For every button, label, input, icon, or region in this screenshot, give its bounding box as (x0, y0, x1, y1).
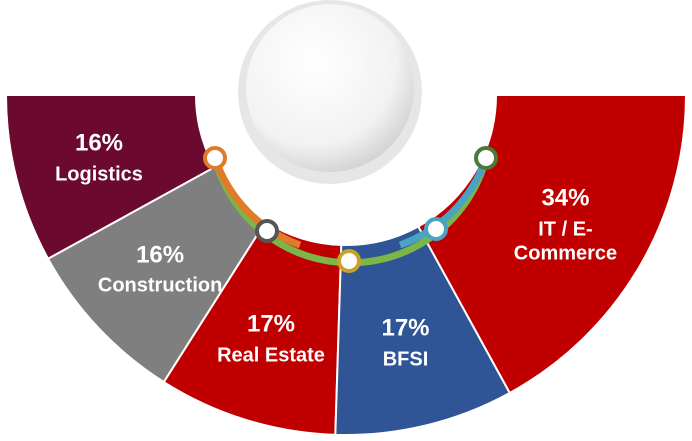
category-label: Construction (97, 274, 223, 297)
orbit-rings (203, 146, 498, 273)
percent-label: 17% (381, 314, 430, 342)
category-label: IT / E-Commerce (513, 218, 618, 265)
segment-label: 17% Real Estate (206, 310, 336, 367)
category-label: Real Estate (217, 344, 325, 367)
segment-label: 34% IT / E-Commerce (500, 184, 630, 265)
percent-label: 16% (136, 241, 185, 269)
category-label: BFSI (382, 348, 429, 371)
percent-label: 34% (541, 184, 590, 212)
orbit (211, 156, 302, 249)
percent-label: 16% (74, 130, 124, 158)
segment-label: 17% BFSI (341, 315, 471, 372)
percent-label: 17% (246, 310, 296, 338)
segment-label: 16% Construction (95, 241, 225, 298)
category-label: Logistics (55, 163, 143, 186)
segment-label: 16% Logistics (34, 130, 164, 187)
orbit (398, 156, 490, 249)
center-circle (246, 4, 414, 172)
